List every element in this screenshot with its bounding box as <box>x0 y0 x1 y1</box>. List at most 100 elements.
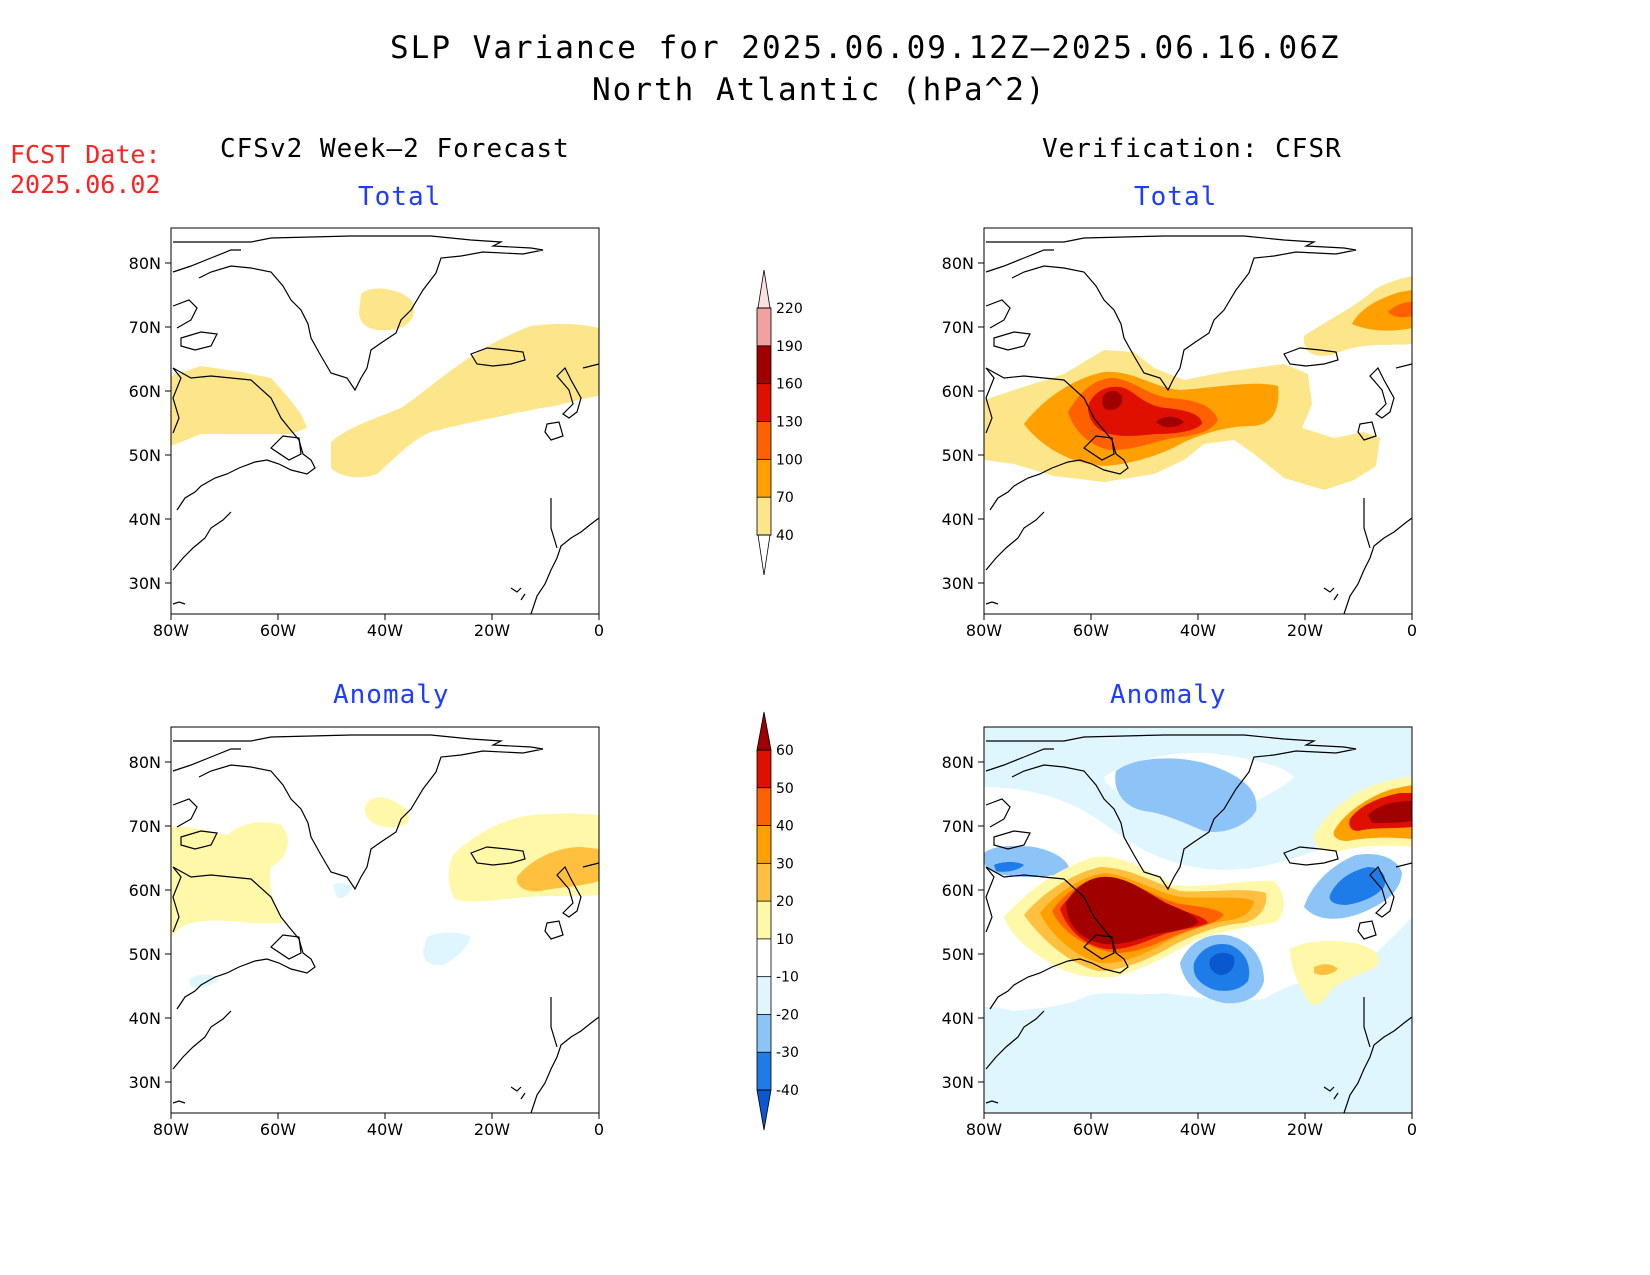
cb-total-segment <box>757 345 771 384</box>
forecast-total-lon-tick-80W: 80W <box>153 621 189 640</box>
forecast-anomaly-region-west <box>171 822 288 937</box>
verification-total-map <box>977 227 1413 621</box>
cb-total-label-100: 100 <box>776 452 803 468</box>
forecast-anomaly-region-neg-west <box>189 974 219 988</box>
verification-total-region-ne-core <box>1388 302 1412 318</box>
forecast-total-lat-tick-80N: 80N <box>129 254 161 273</box>
colorbar-total-bottom-cap <box>757 534 771 576</box>
verification-total-region-190b <box>1156 416 1184 428</box>
colorbar-anomaly-segments: -40 -30 -20 -10 10 20 30 40 50 60 <box>756 743 799 1099</box>
verification-anomaly-region-pos-core <box>1066 876 1198 945</box>
verification-anomaly-lat-tick-30N: 30N <box>942 1073 974 1092</box>
cb-anom-label--40: -40 <box>776 1083 799 1099</box>
fcst-date-label: FCST Date: <box>10 140 161 169</box>
verification-anomaly-label: Anomaly <box>1110 680 1227 710</box>
cb-total-label-40: 40 <box>776 528 794 544</box>
cb-anom-label-40: 40 <box>776 819 794 835</box>
cb-total-segment <box>757 308 771 346</box>
forecast-anomaly-lon-tick-60W: 60W <box>260 1120 296 1139</box>
cb-anom-label--20: -20 <box>776 1007 799 1023</box>
forecast-total-map <box>164 227 600 621</box>
verification-total-lon-tick-20W: 20W <box>1287 621 1323 640</box>
cb-total-label-190: 190 <box>776 339 803 355</box>
verification-anomaly-lon-tick-60W: 60W <box>1073 1120 1109 1139</box>
verification-total-lon-tick-80W: 80W <box>966 621 1002 640</box>
cb-anom-segment <box>757 863 771 902</box>
forecast-total-region-labrador <box>171 366 307 446</box>
fcst-date-value: 2025.06.02 <box>10 170 161 199</box>
forecast-total-lat-tick-40N: 40N <box>129 510 161 529</box>
verification-anomaly-lat-tick-80N: 80N <box>942 753 974 772</box>
cb-anom-label-30: 30 <box>776 856 794 872</box>
cb-total-label-160: 160 <box>776 377 803 393</box>
forecast-anomaly-map <box>164 726 600 1120</box>
cb-total-segment <box>757 497 771 535</box>
verification-anomaly-map <box>977 726 1413 1120</box>
cb-anom-label-60: 60 <box>776 743 794 759</box>
verification-total-lon-tick-0: 0 <box>1407 621 1417 640</box>
colorbar-total: 40 70 100 130 160 190 220 <box>756 269 803 576</box>
forecast-total-lat-tick-60N: 60N <box>129 382 161 401</box>
colorbar-anomaly-top-cap <box>756 711 772 751</box>
cb-total-segment <box>757 459 771 498</box>
cb-anom-label-20: 20 <box>776 894 794 910</box>
cb-anom-segment <box>757 901 771 939</box>
cb-total-segment <box>757 421 771 460</box>
verification-anomaly-region-pos-sw-uk <box>1290 941 1380 1005</box>
forecast-total-lon-tick-0: 0 <box>594 621 604 640</box>
verification-anomaly-contours <box>984 753 1412 1011</box>
cb-anom-segment <box>757 1014 771 1053</box>
forecast-anomaly-region-neg-mid <box>423 932 471 966</box>
verification-anomaly-lon-tick-80W: 80W <box>966 1120 1002 1139</box>
cb-anom-segment <box>757 825 771 864</box>
cb-total-segment <box>757 383 771 422</box>
cb-total-label-130: 130 <box>776 415 803 431</box>
main-subtitle: North Atlantic (hPa^2) <box>592 72 1047 108</box>
cb-anom-label-10: 10 <box>776 932 794 948</box>
verification-total-lon-tick-40W: 40W <box>1180 621 1216 640</box>
forecast-anomaly-contours <box>171 797 599 988</box>
forecast-anomaly-label: Anomaly <box>333 680 450 710</box>
cb-anom-segment <box>757 938 771 977</box>
verification-anomaly-region-neg-baffin-core <box>994 862 1024 872</box>
verification-anomaly-lon-tick-20W: 20W <box>1287 1120 1323 1139</box>
cb-total-label-70: 70 <box>776 490 794 506</box>
forecast-total-lon-tick-20W: 20W <box>474 621 510 640</box>
right-column-title: Verification: CFSR <box>1042 134 1342 164</box>
forecast-anomaly-lat-tick-30N: 30N <box>129 1073 161 1092</box>
verification-anomaly-lon-tick-40W: 40W <box>1180 1120 1216 1139</box>
forecast-total-region-greenland <box>359 288 414 331</box>
forecast-total-region-band <box>331 323 599 478</box>
cb-anom-label--10: -10 <box>776 970 799 986</box>
forecast-anomaly-lon-tick-40W: 40W <box>367 1120 403 1139</box>
verification-anomaly-region-neg-atl-core <box>1209 952 1235 975</box>
verification-total-lat-tick-50N: 50N <box>942 446 974 465</box>
forecast-anomaly-lon-tick-0: 0 <box>594 1120 604 1139</box>
forecast-anomaly-lat-tick-70N: 70N <box>129 817 161 836</box>
forecast-anomaly-lat-tick-80N: 80N <box>129 753 161 772</box>
forecast-total-lon-tick-40W: 40W <box>367 621 403 640</box>
verification-anomaly-lat-tick-50N: 50N <box>942 945 974 964</box>
verification-anomaly-lat-tick-60N: 60N <box>942 881 974 900</box>
colorbar-total-segments: 40 70 100 130 160 190 220 <box>756 301 803 544</box>
verification-anomaly-lon-tick-0: 0 <box>1407 1120 1417 1139</box>
cb-total-label-220: 220 <box>776 301 803 317</box>
forecast-total-contours <box>171 288 599 478</box>
fcst-date-block: FCST Date: 2025.06.02 <box>10 140 161 200</box>
forecast-anomaly-region-east-core <box>516 847 599 892</box>
forecast-anomaly-region-greenland <box>364 797 409 828</box>
forecast-anomaly-lat-tick-50N: 50N <box>129 945 161 964</box>
verification-total-lat-tick-30N: 30N <box>942 574 974 593</box>
forecast-anomaly-lon-tick-20W: 20W <box>474 1120 510 1139</box>
verification-total-label: Total <box>1134 182 1218 212</box>
verification-total-lat-tick-80N: 80N <box>942 254 974 273</box>
verification-anomaly-lat-tick-70N: 70N <box>942 817 974 836</box>
forecast-anomaly-lon-tick-80W: 80W <box>153 1120 189 1139</box>
forecast-total-lon-tick-60W: 60W <box>260 621 296 640</box>
forecast-total-label: Total <box>358 182 442 212</box>
forecast-total-lat-tick-50N: 50N <box>129 446 161 465</box>
verification-anomaly-lat-tick-40N: 40N <box>942 1009 974 1028</box>
main-title: SLP Variance for 2025.06.09.12Z—2025.06.… <box>390 30 1341 66</box>
forecast-anomaly-lat-tick-40N: 40N <box>129 1009 161 1028</box>
